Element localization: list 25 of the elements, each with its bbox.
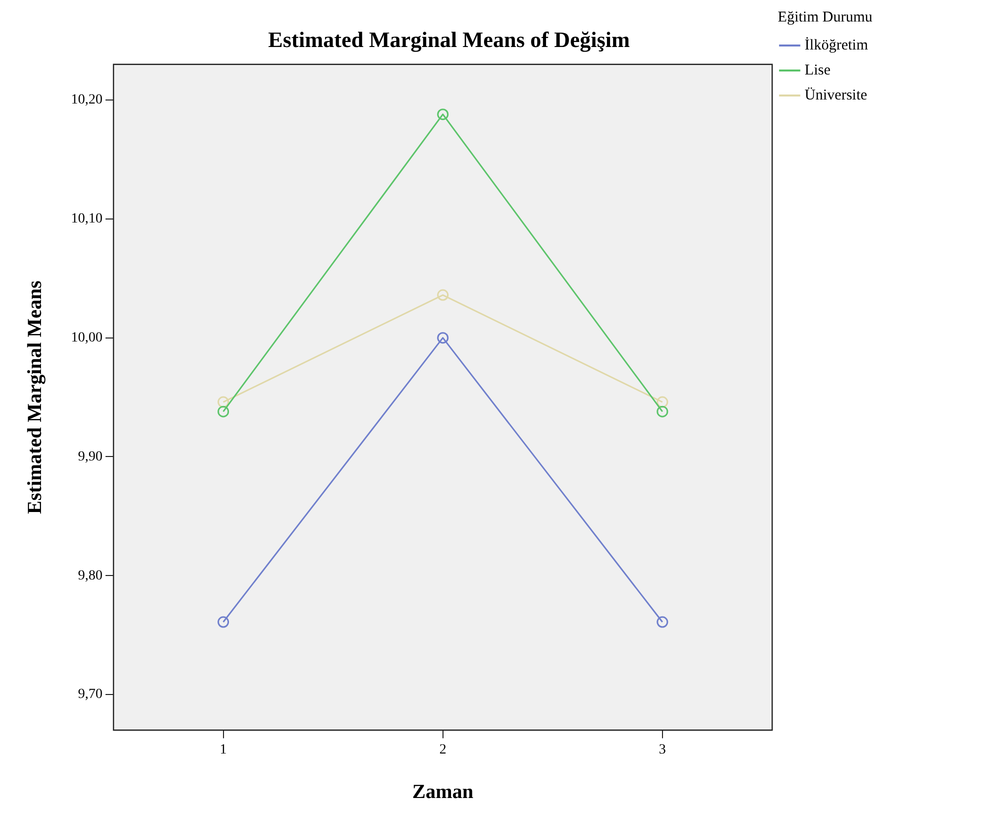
x-tick-label: 1 <box>220 742 227 758</box>
chart-title: Estimated Marginal Means of Değişim <box>268 26 630 52</box>
point <box>656 616 668 628</box>
point <box>218 406 230 418</box>
legend-label: İlköğretim <box>804 36 868 54</box>
x-axis-title: Zaman <box>412 781 474 804</box>
x-tick-label: 3 <box>658 742 666 758</box>
y-tick-label: 9,70 <box>78 687 102 702</box>
point <box>437 332 449 344</box>
y-tick-label: 10,20 <box>71 92 102 108</box>
y-tick-label: 9,80 <box>78 568 102 584</box>
legend-label: Lise <box>804 62 831 78</box>
point <box>437 289 449 301</box>
y-axis-title: Estimated Marginal Means <box>24 280 46 514</box>
point <box>656 396 668 408</box>
point <box>656 406 668 418</box>
x-tick-label: 2 <box>439 742 446 758</box>
point <box>218 396 230 408</box>
point <box>218 616 230 628</box>
y-tick-label: 10,10 <box>71 212 102 227</box>
y-tick-label: 9,90 <box>78 449 102 464</box>
point <box>437 108 449 120</box>
legend-label: Üniversite <box>804 86 868 104</box>
legend-title: Eğitim Durumu <box>778 9 873 26</box>
y-tick-label: 10,00 <box>71 330 102 346</box>
